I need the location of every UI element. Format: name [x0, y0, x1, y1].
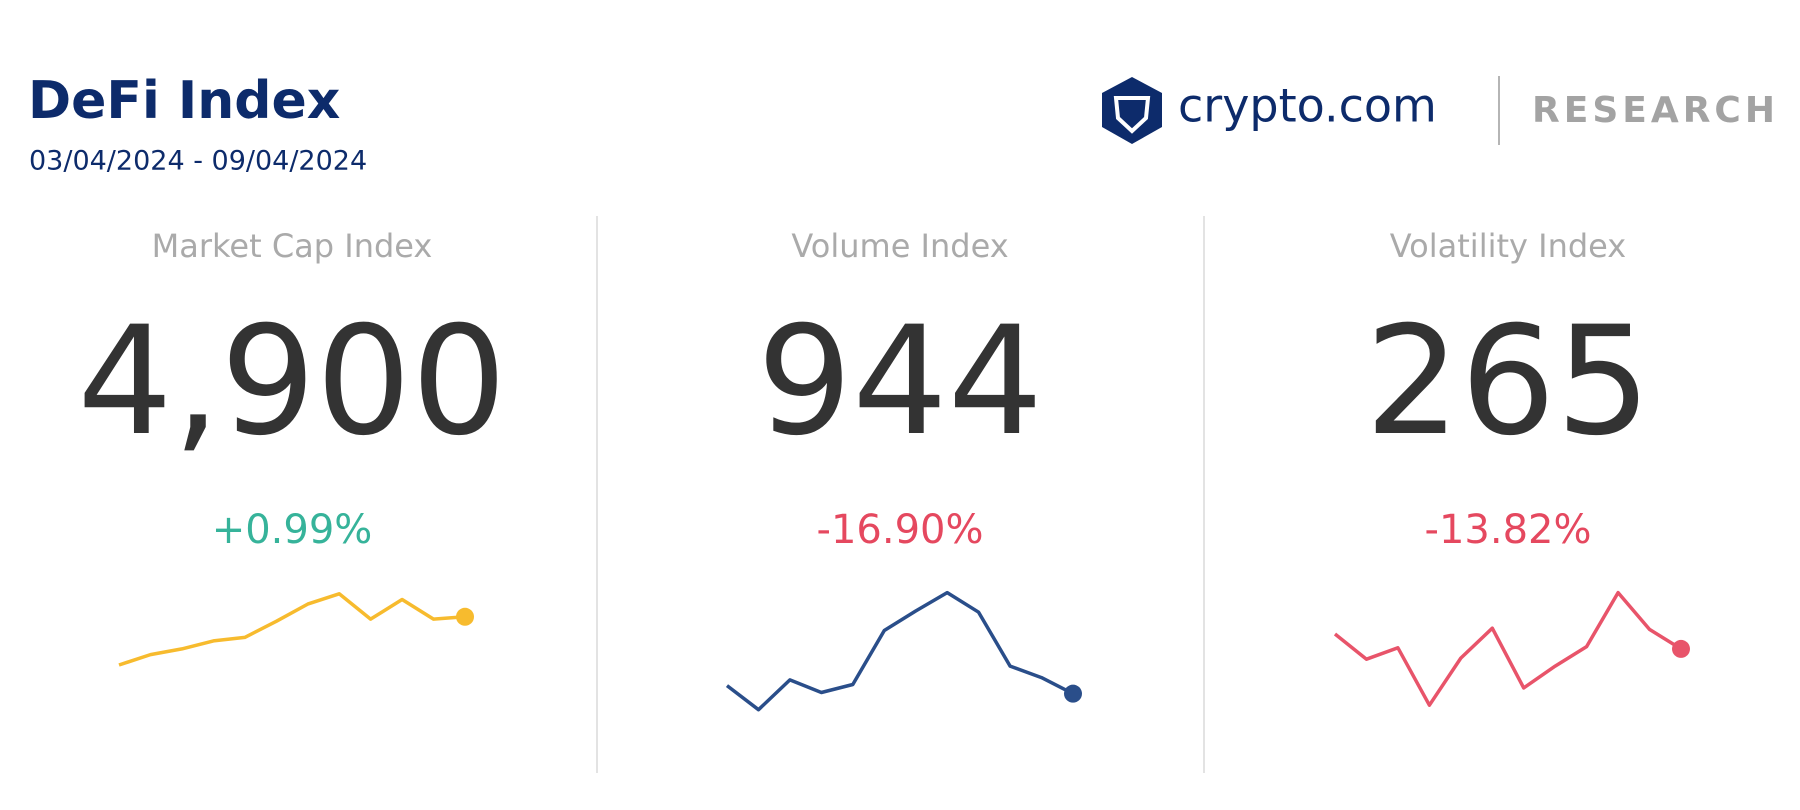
card-value: 944	[757, 295, 1043, 469]
card-change: -13.82%	[1425, 507, 1592, 553]
card-title: Market Cap Index	[152, 227, 433, 265]
sparkline-end-dot	[456, 607, 474, 626]
sparkline	[725, 590, 1074, 712]
sparkline-end-dot	[1064, 684, 1082, 703]
logo: crypto.com RESEARCH	[1102, 76, 1779, 145]
sparkline	[1333, 590, 1682, 707]
card-title: Volatility Index	[1390, 227, 1626, 265]
title: DeFi Index	[28, 71, 340, 131]
card-change: -16.90%	[817, 507, 984, 553]
logo-icon	[1102, 77, 1162, 144]
date-range: 03/04/2024 - 09/04/2024	[29, 146, 367, 177]
card-title: Volume Index	[791, 227, 1008, 265]
sparkline	[118, 592, 466, 667]
card-change: +0.99%	[212, 507, 373, 553]
logo-label: RESEARCH	[1532, 90, 1779, 131]
logo-brand: crypto.com	[1178, 79, 1437, 133]
card-value: 265	[1365, 295, 1651, 469]
logo-lion	[1113, 96, 1151, 134]
sparkline-end-dot	[1672, 639, 1690, 658]
card-value: 4,900	[77, 295, 506, 469]
